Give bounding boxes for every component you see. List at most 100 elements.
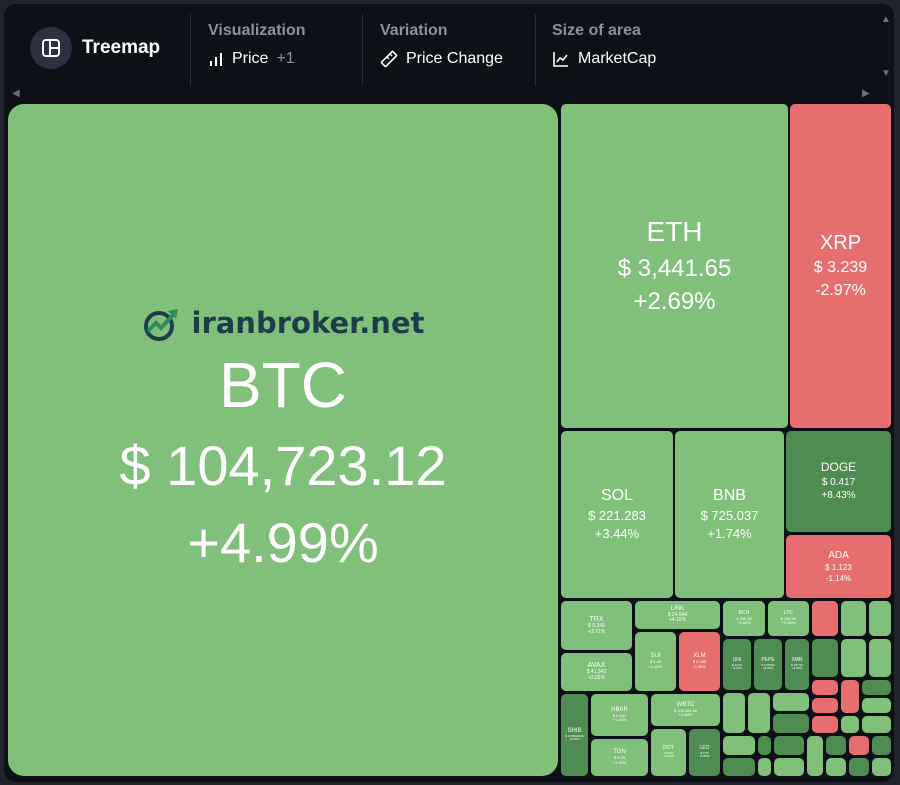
tile-small[interactable]	[773, 693, 809, 711]
tile-small[interactable]	[862, 698, 891, 713]
xrp-change: -2.97%	[815, 281, 866, 299]
tile-small[interactable]	[812, 698, 838, 713]
tile-small[interactable]	[774, 736, 804, 755]
tile-small[interactable]	[773, 714, 809, 733]
scroll-left-icon[interactable]: ◀	[12, 88, 20, 99]
bch-price: $ 460.00	[736, 615, 752, 621]
hbar-symbol: HBAR	[611, 706, 628, 713]
tile-trx[interactable]: TRX $ 0.249 +3.71%	[561, 601, 632, 650]
tile-small[interactable]	[869, 639, 891, 677]
dot-symbol: DOT	[663, 745, 674, 752]
tile-xlm[interactable]: XLM $ 0.485 -3.35%	[679, 632, 720, 691]
scroll-right-icon[interactable]: ▶	[862, 88, 870, 99]
eth-price: $ 3,441.65	[617, 254, 732, 282]
ton-symbol: TON	[613, 749, 626, 756]
tile-doge[interactable]: DOGE $ 0.417 +8.43%	[786, 431, 891, 532]
tile-small[interactable]	[812, 680, 838, 695]
tile-xrp[interactable]: XRP $ 3.239 -2.97%	[790, 104, 891, 428]
tile-small[interactable]	[841, 680, 859, 713]
tile-small[interactable]	[849, 736, 869, 755]
tile-shib[interactable]: SHIB $ 0.00002246 +8.36%	[561, 694, 588, 776]
scroll-down-icon[interactable]: ▼	[881, 68, 891, 79]
tile-small[interactable]	[869, 601, 891, 636]
tile-small[interactable]	[826, 736, 846, 755]
ltc-change: +2.38%	[781, 620, 796, 626]
visualization-selector[interactable]: Visualization Price +1	[208, 22, 306, 68]
hbar-change: +1.43%	[612, 717, 627, 723]
variation-selector[interactable]: Variation Price Change	[380, 22, 503, 68]
avax-change: +3.03%	[587, 675, 606, 682]
eth-symbol: ETH	[646, 216, 703, 248]
line-chart-icon	[553, 52, 568, 67]
bar-chart-icon	[210, 53, 222, 66]
trx-symbol: TRX	[589, 615, 604, 623]
tile-dot[interactable]: DOT $ 6.90 +3.62%	[651, 729, 686, 776]
tile-small[interactable]	[826, 758, 846, 776]
link-change: +4.16%	[668, 617, 687, 624]
size-of-area-value: MarketCap	[578, 50, 657, 67]
xmr-price: $ 197.00	[791, 662, 803, 667]
tile-small[interactable]	[849, 758, 869, 776]
pepe-change: +8.06%	[762, 666, 774, 671]
tile-small[interactable]	[748, 693, 770, 733]
treemap-toolbar: Treemap Visualization Price +1 Variation	[4, 4, 894, 100]
sui-price: $ 4.89	[649, 659, 662, 665]
divider	[535, 14, 536, 86]
tile-small[interactable]	[774, 758, 804, 776]
tile-small[interactable]	[812, 716, 838, 733]
tile-ada[interactable]: ADA $ 1.123 -1.14%	[786, 535, 891, 598]
bnb-change: +1.74%	[707, 525, 752, 541]
uni-price: $ 14.00	[731, 662, 742, 667]
tile-small[interactable]	[723, 693, 745, 733]
tile-small[interactable]	[872, 758, 891, 776]
btc-price: $ 104,723.12	[119, 434, 447, 498]
tile-hbar[interactable]: HBAR $ 0.331 +1.43%	[591, 694, 648, 736]
tile-xmr[interactable]: XMR $ 197.00 +4.83%	[785, 639, 809, 690]
tile-small[interactable]	[862, 716, 891, 733]
ada-symbol: ADA	[828, 549, 849, 561]
tile-bch[interactable]: BCH $ 460.00 +5.60%	[723, 601, 765, 636]
tile-avax[interactable]: AVAX $ 41.342 +3.03%	[561, 653, 632, 691]
scroll-up-icon[interactable]: ▲	[881, 14, 891, 25]
tile-small[interactable]	[841, 601, 866, 636]
leo-symbol: LEO	[699, 745, 710, 752]
variation-value: Price Change	[406, 50, 503, 67]
tile-small[interactable]	[723, 736, 755, 755]
tile-btc[interactable]: iranbroker.net BTC $ 104,723.12 +4.99%	[8, 104, 558, 776]
tile-link[interactable]: LINK $ 24.644 +4.16%	[635, 601, 720, 629]
tile-small[interactable]	[841, 639, 866, 677]
tile-small[interactable]	[812, 601, 838, 636]
tile-small[interactable]	[723, 758, 755, 776]
dot-price: $ 6.90	[664, 750, 673, 755]
tile-small[interactable]	[841, 716, 859, 733]
tile-sui[interactable]: SUI $ 4.89 +2.45%	[635, 632, 676, 691]
tile-ton[interactable]: TON $ 5.26 +1.95%	[591, 739, 648, 776]
bch-symbol: BCH	[738, 610, 750, 617]
tile-small[interactable]	[872, 736, 891, 755]
tile-pepe[interactable]: PEPE $ 0.00002 +8.06%	[754, 639, 782, 690]
tile-eth[interactable]: ETH $ 3,441.65 +2.69%	[561, 104, 788, 428]
hbar-price: $ 0.331	[612, 712, 627, 718]
ltc-price: $ 130.00	[780, 615, 797, 621]
shib-price: $ 0.00002246	[565, 734, 584, 738]
tile-small[interactable]	[758, 758, 771, 776]
shib-symbol: SHIB	[567, 728, 582, 735]
xmr-change: +4.83%	[791, 666, 803, 671]
tile-uni[interactable]: UNI $ 14.00 +3.22%	[723, 639, 751, 690]
tile-small[interactable]	[758, 736, 771, 755]
tile-wbtc[interactable]: WBTC $ 104,469.56 +4.88%	[651, 694, 720, 726]
tile-sol[interactable]: SOL $ 221.283 +3.44%	[561, 431, 673, 598]
tile-ltc[interactable]: LTC $ 130.00 +2.38%	[768, 601, 809, 636]
tile-leo[interactable]: LEO $ 9.55 +0.55%	[689, 729, 720, 776]
tile-small[interactable]	[807, 736, 823, 776]
tile-small[interactable]	[812, 639, 838, 677]
treemap-brand[interactable]: Treemap	[30, 27, 160, 69]
wbtc-price: $ 104,469.56	[673, 707, 698, 713]
ton-change: +1.95%	[612, 759, 627, 765]
size-of-area-selector[interactable]: Size of area MarketCap	[552, 22, 656, 68]
tile-bnb[interactable]: BNB $ 725.037 +1.74%	[675, 431, 784, 598]
ruler-icon	[380, 50, 398, 68]
tile-small[interactable]	[862, 680, 891, 695]
bnb-price: $ 725.037	[700, 507, 759, 523]
leo-change: +0.55%	[699, 754, 710, 759]
